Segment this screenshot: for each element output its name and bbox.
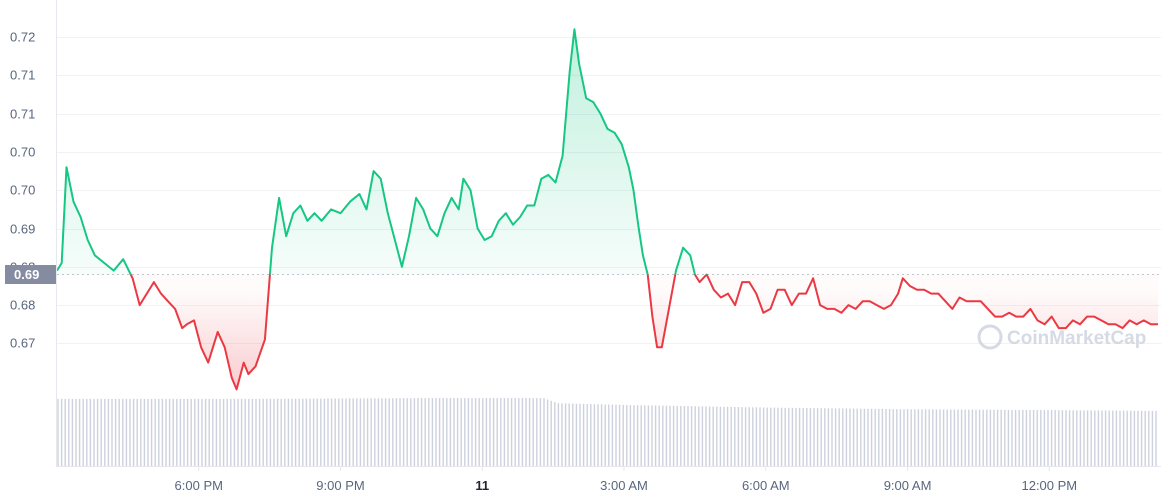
x-tick-label: 6:00 PM xyxy=(175,478,223,493)
y-tick-label: 0.69 xyxy=(10,222,35,237)
x-tick-label: 12:00 PM xyxy=(1021,478,1077,493)
price-area-down xyxy=(57,274,1158,390)
price-area xyxy=(57,29,1158,390)
y-tick-label: 0.72 xyxy=(10,30,35,45)
x-tick-label: 11 xyxy=(475,478,489,493)
x-tick-label: 9:00 AM xyxy=(884,478,932,493)
price-line[interactable] xyxy=(56,28,1158,391)
y-tick-label: 0.68 xyxy=(10,298,35,313)
y-tick-label: 0.70 xyxy=(10,183,35,198)
y-axis-ticks: 0.720.710.710.700.700.690.680.680.67 xyxy=(10,30,35,351)
y-tick-label: 0.70 xyxy=(10,145,35,160)
price-line-down[interactable] xyxy=(57,29,1158,391)
price-badge-label: 0.69 xyxy=(14,267,39,282)
volume-bars xyxy=(57,398,1157,466)
current-price-badge: 0.69 xyxy=(5,265,56,284)
x-axis-ticks: 6:00 PM 9:00 PM 11 3:00 AM 6:00 AM 9:00 AM 12:… xyxy=(175,466,1077,493)
x-tick-label: 6:00 AM xyxy=(742,478,790,493)
price-line-up[interactable] xyxy=(56,28,1158,389)
coinmarketcap-logo-icon xyxy=(977,324,1003,350)
watermark-text: CoinMarketCap xyxy=(1007,328,1146,349)
y-tick-label: 0.71 xyxy=(10,107,35,122)
y-tick-label: 0.71 xyxy=(10,68,35,83)
coinmarketcap-watermark: CoinMarketCap xyxy=(977,324,1146,350)
y-tick-label: 0.67 xyxy=(10,336,35,351)
x-tick-label: 9:00 PM xyxy=(316,478,364,493)
x-tick-label: 3:00 AM xyxy=(600,478,648,493)
price-area-up xyxy=(57,29,695,275)
price-badge-background xyxy=(5,265,56,284)
